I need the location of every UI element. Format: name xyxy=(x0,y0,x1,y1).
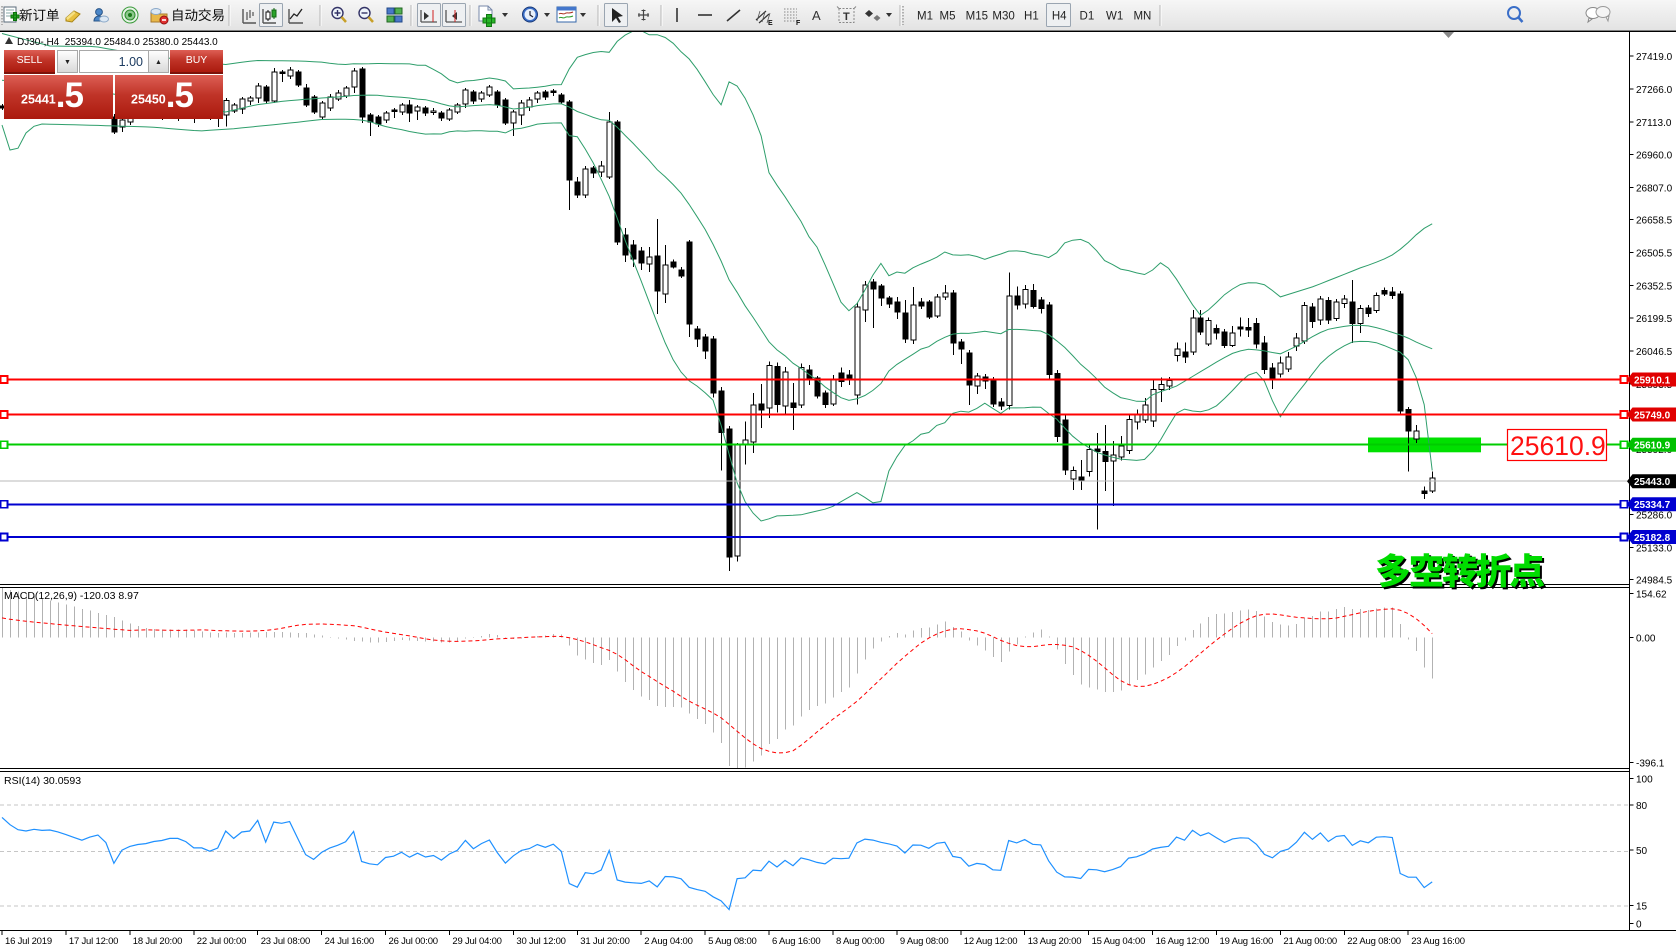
svg-text:26505.5: 26505.5 xyxy=(1636,248,1673,259)
svg-text:30 Jul 12:00: 30 Jul 12:00 xyxy=(516,936,565,947)
svg-text:26352.5: 26352.5 xyxy=(1636,281,1673,292)
svg-text:50: 50 xyxy=(1636,846,1648,857)
svg-text:16 Jul 2019: 16 Jul 2019 xyxy=(5,936,52,947)
svg-text:M1: M1 xyxy=(917,11,933,23)
svg-text:15: 15 xyxy=(1636,901,1648,912)
svg-text:8 Aug 00:00: 8 Aug 00:00 xyxy=(836,936,885,947)
svg-text:18 Jul 20:00: 18 Jul 20:00 xyxy=(133,936,182,947)
svg-text:13 Aug 20:00: 13 Aug 20:00 xyxy=(1028,936,1082,947)
svg-text:DJ30-,H4 25394.0 25484.0 2538: DJ30-,H4 25394.0 25484.0 25380.0 25443.0 xyxy=(17,37,218,48)
svg-text:26 Jul 00:00: 26 Jul 00:00 xyxy=(389,936,438,947)
svg-text:25749.0: 25749.0 xyxy=(1634,410,1671,421)
svg-text:26199.5: 26199.5 xyxy=(1636,314,1673,325)
svg-text:31 Jul 20:00: 31 Jul 20:00 xyxy=(580,936,629,947)
svg-text:154.62: 154.62 xyxy=(1636,590,1667,601)
svg-text:25286.0: 25286.0 xyxy=(1636,511,1673,522)
svg-text:25334.7: 25334.7 xyxy=(1634,500,1671,511)
svg-text:H1: H1 xyxy=(1024,11,1039,23)
svg-text:MN: MN xyxy=(1133,11,1151,23)
svg-text:-396.1: -396.1 xyxy=(1636,758,1665,769)
svg-text:100: 100 xyxy=(1636,775,1653,786)
svg-text:26807.0: 26807.0 xyxy=(1636,184,1673,195)
svg-text:25910.1: 25910.1 xyxy=(1634,375,1671,386)
svg-text:23 Jul 08:00: 23 Jul 08:00 xyxy=(261,936,310,947)
svg-text:MACD(12,26,9) -120.03 8.97: MACD(12,26,9) -120.03 8.97 xyxy=(4,590,139,602)
svg-text:22 Aug 08:00: 22 Aug 08:00 xyxy=(1347,936,1401,947)
svg-text:22 Jul 00:00: 22 Jul 00:00 xyxy=(197,936,246,947)
svg-text:15 Aug 04:00: 15 Aug 04:00 xyxy=(1092,936,1146,947)
svg-text:F: F xyxy=(796,20,801,27)
svg-text:25610.9: 25610.9 xyxy=(1634,441,1671,452)
svg-text:24 Jul 16:00: 24 Jul 16:00 xyxy=(325,936,374,947)
svg-text:M15: M15 xyxy=(966,11,988,23)
svg-text:80: 80 xyxy=(1636,801,1648,812)
svg-text:27113.0: 27113.0 xyxy=(1636,118,1672,129)
svg-text:W1: W1 xyxy=(1106,11,1123,23)
svg-text:25133.0: 25133.0 xyxy=(1636,544,1673,555)
svg-text:29 Jul 04:00: 29 Jul 04:00 xyxy=(452,936,501,947)
svg-text:23 Aug 16:00: 23 Aug 16:00 xyxy=(1411,936,1465,947)
svg-text:9 Aug 08:00: 9 Aug 08:00 xyxy=(900,936,949,947)
svg-text:0.00: 0.00 xyxy=(1636,634,1656,645)
svg-text:25443.0: 25443.0 xyxy=(1634,477,1671,488)
svg-text:27266.0: 27266.0 xyxy=(1636,85,1673,96)
svg-text:5 Aug 08:00: 5 Aug 08:00 xyxy=(708,936,757,947)
svg-text:26960.0: 26960.0 xyxy=(1636,151,1673,162)
svg-text:17 Jul 12:00: 17 Jul 12:00 xyxy=(69,936,118,947)
svg-text:26658.5: 26658.5 xyxy=(1636,216,1673,227)
svg-text:2 Aug 04:00: 2 Aug 04:00 xyxy=(644,936,693,947)
svg-text:H4: H4 xyxy=(1052,11,1067,23)
svg-text:D1: D1 xyxy=(1080,11,1095,23)
svg-text:24984.5: 24984.5 xyxy=(1636,575,1673,586)
svg-text:0: 0 xyxy=(1636,920,1642,931)
svg-text:25610.9: 25610.9 xyxy=(1510,431,1606,461)
svg-text:M30: M30 xyxy=(992,11,1014,23)
svg-text:T: T xyxy=(843,11,850,23)
svg-text:27419.0: 27419.0 xyxy=(1636,52,1673,63)
svg-text:26046.5: 26046.5 xyxy=(1636,347,1673,358)
svg-text:RSI(14) 30.0593: RSI(14) 30.0593 xyxy=(4,775,81,787)
svg-text:12 Aug 12:00: 12 Aug 12:00 xyxy=(964,936,1018,947)
svg-text:M5: M5 xyxy=(940,11,956,23)
svg-text:6 Aug 16:00: 6 Aug 16:00 xyxy=(772,936,821,947)
svg-text:A: A xyxy=(812,8,821,23)
svg-text:25182.8: 25182.8 xyxy=(1634,533,1671,544)
svg-text:21 Aug 00:00: 21 Aug 00:00 xyxy=(1283,936,1337,947)
svg-text:16 Aug 12:00: 16 Aug 12:00 xyxy=(1156,936,1210,947)
svg-text:E: E xyxy=(768,20,773,27)
svg-text:19 Aug 16:00: 19 Aug 16:00 xyxy=(1220,936,1274,947)
